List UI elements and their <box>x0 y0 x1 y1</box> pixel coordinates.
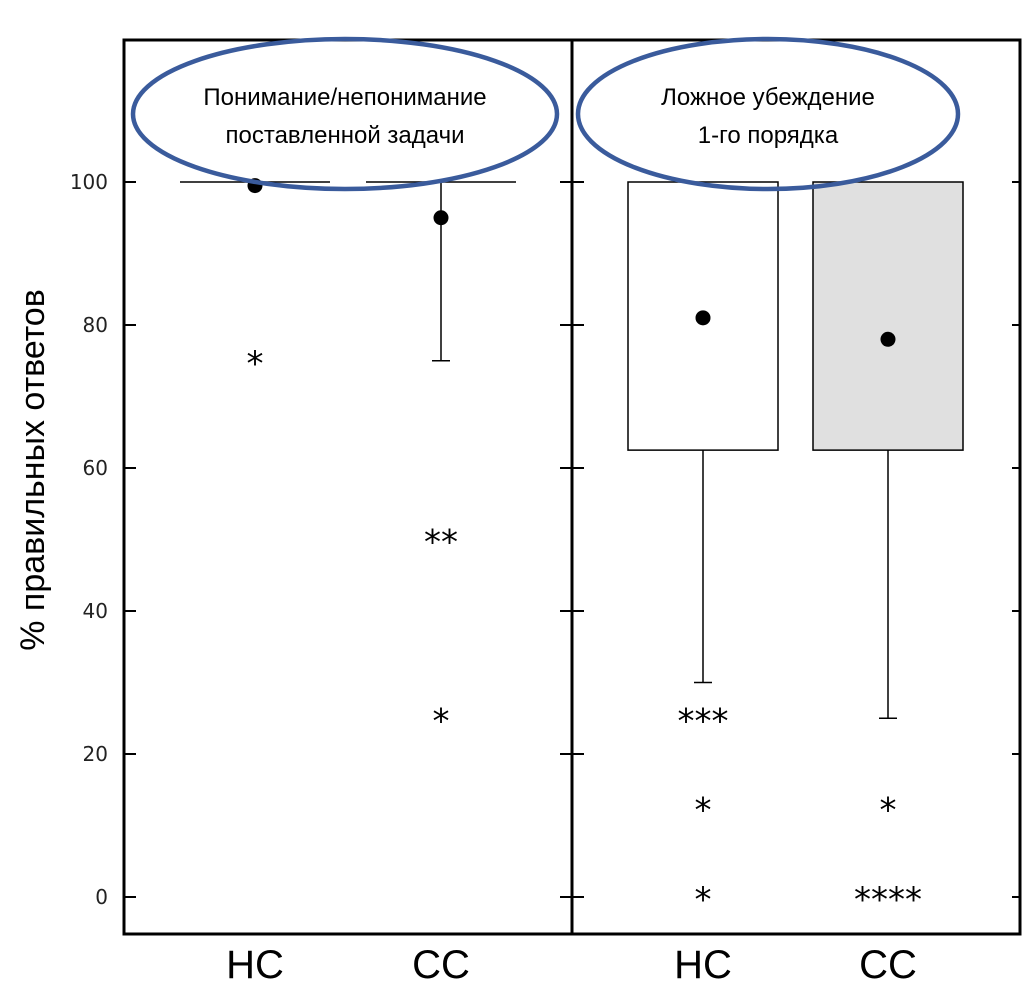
y-axis-label: % правильных ответов <box>14 289 52 651</box>
outlier-marker: * <box>695 880 712 920</box>
box-hc: * HC <box>180 178 330 987</box>
outlier-marker: * <box>433 701 450 741</box>
panel-title-2: Ложное убеждение 1-го порядка <box>575 36 961 192</box>
outlier-marker: **** <box>854 880 922 920</box>
panel-titles: Понимание/непонимание поставленной задачи… <box>130 36 961 192</box>
outlier-marker: ** <box>424 523 458 563</box>
box-hc: *****HC <box>627 181 779 987</box>
panel-title-line: поставленной задачи <box>226 122 465 149</box>
plot-frame <box>122 38 1022 936</box>
mean-dot <box>433 210 449 226</box>
boxes: *HC***CC*****HC*****CC <box>180 178 964 987</box>
mean-dot <box>695 310 711 326</box>
y-tick-label: 0 <box>95 885 108 909</box>
outlier-marker: * <box>880 791 897 831</box>
mean-dot <box>880 331 896 347</box>
y-tick-label: 20 <box>83 742 108 766</box>
y-tick-label: 100 <box>70 170 108 194</box>
y-tick-label: 60 <box>83 456 108 480</box>
title-ellipse <box>575 36 961 192</box>
box-body <box>812 181 964 451</box>
panel-title-line: 1-го порядка <box>698 122 839 149</box>
panel-title-1: Понимание/непонимание поставленной задачи <box>130 36 560 192</box>
panel-title-line: Понимание/непонимание <box>203 84 486 111</box>
x-category-label: CC <box>412 943 470 987</box>
y-tick-label: 40 <box>83 599 108 623</box>
title-ellipse <box>130 36 560 192</box>
outlier-marker: *** <box>678 701 729 741</box>
box-cc: *****CC <box>812 181 964 987</box>
x-category-label: HC <box>674 943 732 987</box>
panel-title-line: Ложное убеждение <box>661 84 875 111</box>
x-category-label: CC <box>859 943 917 987</box>
y-tick-label: 80 <box>83 313 108 337</box>
box-cc: ***CC <box>366 181 516 987</box>
x-category-label: HC <box>226 943 284 987</box>
y-axis: 0 20 40 60 80 100 <box>70 170 1020 909</box>
outlier-marker: * <box>247 344 264 384</box>
outlier-marker: * <box>695 791 712 831</box>
